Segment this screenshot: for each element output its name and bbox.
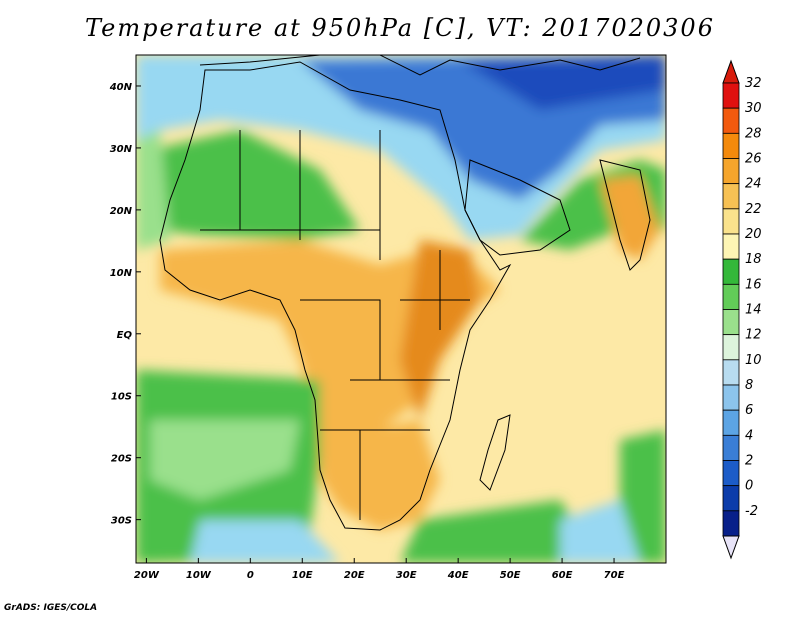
colorbar-swatch xyxy=(722,82,740,109)
grads-credit: GrADS: IGES/COLA xyxy=(4,603,98,613)
map-title: Temperature at 950hPa [C], VT: 201702030… xyxy=(85,14,715,42)
colorbar-swatch xyxy=(722,158,740,185)
colorbar-swatch xyxy=(722,409,740,436)
coastlines xyxy=(159,55,651,531)
lat-tick-label: 20N xyxy=(110,206,133,217)
colorbar-label: 22 xyxy=(745,202,762,217)
colorbar-label: 18 xyxy=(745,252,762,267)
colorbar-label: -2 xyxy=(745,504,758,519)
colorbar-swatch xyxy=(722,283,740,310)
colorbar-swatch xyxy=(722,132,740,159)
colorbar-swatch xyxy=(722,233,740,260)
colorbar-swatch xyxy=(722,510,740,537)
lon-tick-label: 0 xyxy=(247,570,254,581)
lat-tick-label: EQ xyxy=(117,330,133,341)
lon-tick-label: 40E xyxy=(447,570,469,581)
colorbar-swatch xyxy=(722,485,740,512)
colorbar-top-arrow xyxy=(722,59,740,84)
colorbar-label: 28 xyxy=(745,126,762,141)
colorbar-label: 12 xyxy=(745,328,762,343)
colorbar-swatch xyxy=(722,309,740,336)
lon-tick-label: 70E xyxy=(604,570,625,581)
temperature-field xyxy=(136,55,666,563)
lat-tick-label: 10N xyxy=(110,268,133,279)
lat-tick-label: 10S xyxy=(111,392,132,403)
colorbar-label: 24 xyxy=(745,177,762,192)
colorbar-swatch xyxy=(722,107,740,134)
colorbar-label: 14 xyxy=(745,303,762,318)
lat-tick-label: 30N xyxy=(110,144,133,155)
lon-tick-label: 50E xyxy=(500,570,521,581)
map-frame xyxy=(135,54,667,564)
colorbar-swatch xyxy=(722,384,740,411)
lon-tick-label: 10E xyxy=(292,570,313,581)
colorbar-label: 10 xyxy=(745,353,762,368)
colorbar-swatch xyxy=(722,208,740,235)
lon-tick-label: 60E xyxy=(552,570,573,581)
colorbar-label: 0 xyxy=(745,479,753,494)
colorbar-label: 26 xyxy=(745,152,762,167)
lon-tick-label: 10W xyxy=(186,570,212,581)
lat-tick-label: 20S xyxy=(111,454,132,465)
lat-axis: 40N 30N 20N 10N EQ 10S 20S 30S xyxy=(109,82,141,527)
colorbar-label: 16 xyxy=(745,277,762,292)
lon-tick-label: 20E xyxy=(344,570,365,581)
colorbar-swatch xyxy=(722,359,740,386)
colorbar-label: 8 xyxy=(745,378,753,393)
colorbar-label: 2 xyxy=(745,454,753,469)
colorbar-swatch xyxy=(722,334,740,361)
colorbar-swatch xyxy=(722,183,740,210)
lon-axis: 20W 10W 0 10E 20E 30E 40E 50E 60E 70E xyxy=(134,558,625,581)
lon-tick-label: 30E xyxy=(396,570,417,581)
colorbar-label: 32 xyxy=(745,76,762,91)
colorbar-swatch xyxy=(722,258,740,285)
lat-tick-label: 40N xyxy=(109,82,133,93)
lat-tick-label: 30S xyxy=(111,516,132,527)
lon-tick-label: 20W xyxy=(134,570,160,581)
colorbar-label: 30 xyxy=(745,101,762,116)
colorbar-label: 6 xyxy=(745,403,753,418)
colorbar-swatch xyxy=(722,434,740,461)
colorbar-bottom-arrow xyxy=(722,535,740,560)
colorbar-label: 20 xyxy=(745,227,762,242)
colorbar-swatch xyxy=(722,460,740,487)
colorbar-label: 4 xyxy=(745,428,753,443)
